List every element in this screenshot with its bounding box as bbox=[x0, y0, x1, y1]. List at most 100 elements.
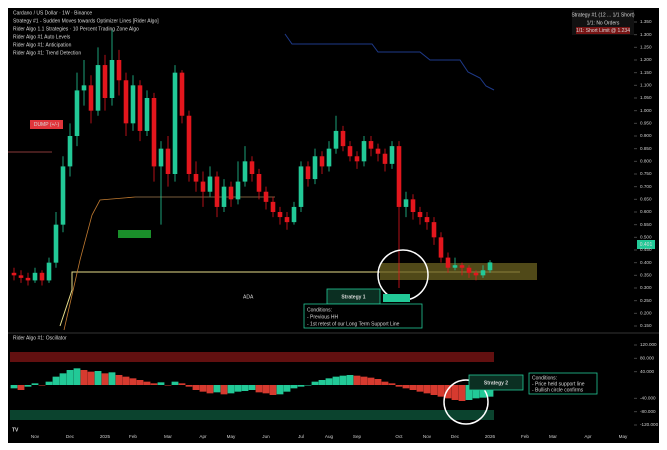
candle-body bbox=[193, 174, 199, 182]
x-tick-label: Dec bbox=[451, 434, 460, 439]
candle-body bbox=[438, 237, 444, 258]
bar bbox=[80, 370, 88, 385]
x-tick-label: Aug bbox=[325, 434, 334, 439]
y-tick-label: 1.200 bbox=[640, 57, 652, 62]
y-tick-label: 0.450 bbox=[640, 247, 652, 252]
y-tick-label: 1.150 bbox=[640, 70, 652, 75]
y-tick-label: 1.350 bbox=[640, 19, 652, 24]
conditions-box bbox=[303, 303, 423, 329]
y-tick-label: 0.300 bbox=[640, 285, 652, 290]
indicator-label: Rider Algo #1: Anticipation bbox=[13, 42, 72, 48]
x-tick-label: Sep bbox=[353, 434, 362, 439]
candle-body bbox=[298, 166, 304, 207]
bar bbox=[178, 383, 186, 385]
candle-body bbox=[368, 141, 374, 149]
bar bbox=[430, 385, 438, 395]
oscillator-title: Rider Algo #1: Oscillator bbox=[13, 335, 67, 341]
bar bbox=[171, 381, 179, 385]
bar bbox=[346, 375, 354, 385]
bar bbox=[129, 378, 137, 385]
bar bbox=[423, 385, 431, 394]
candle-body bbox=[403, 199, 409, 207]
bar bbox=[31, 383, 39, 385]
condition: - Price held support line bbox=[532, 381, 585, 387]
candle-body bbox=[389, 146, 395, 164]
y-tick-label: 0.700 bbox=[640, 184, 652, 189]
candle-body bbox=[333, 130, 339, 149]
bar bbox=[234, 385, 242, 392]
bar bbox=[437, 385, 445, 397]
candle-body bbox=[46, 262, 52, 281]
candle-body bbox=[291, 206, 297, 223]
x-tick-label: Feb bbox=[521, 434, 529, 439]
bar bbox=[143, 381, 151, 385]
bar bbox=[73, 368, 81, 385]
bar bbox=[255, 385, 263, 393]
candle-body bbox=[18, 275, 24, 278]
price-tag-label: 0.401 bbox=[640, 242, 653, 248]
candle-body bbox=[228, 186, 234, 200]
y-tick-label: 0.250 bbox=[640, 298, 652, 303]
indicator-label: Rider Algo #1: Trend Detection bbox=[13, 50, 81, 56]
candle-body bbox=[109, 60, 115, 98]
x-tick-label: Oct bbox=[395, 434, 403, 439]
bar bbox=[87, 371, 95, 385]
candle-body bbox=[67, 136, 73, 167]
x-tick-label: Nov bbox=[31, 434, 40, 439]
bar bbox=[402, 385, 410, 389]
y-tick-label: 0.350 bbox=[640, 273, 652, 278]
candle-body bbox=[326, 148, 332, 167]
marks bbox=[10, 29, 494, 401]
candle-body bbox=[445, 257, 451, 268]
logo: TV bbox=[12, 427, 19, 433]
bar bbox=[17, 385, 25, 390]
bar bbox=[192, 385, 200, 390]
candle-body bbox=[137, 85, 143, 131]
panel-order: 1/1: Short Limit @ 1.234 bbox=[576, 28, 630, 34]
bar bbox=[304, 385, 312, 386]
bar bbox=[339, 375, 347, 385]
bar bbox=[472, 385, 480, 399]
bar bbox=[262, 385, 270, 394]
candle-body bbox=[179, 72, 185, 116]
candle-body bbox=[312, 156, 318, 180]
candle-body bbox=[32, 272, 38, 281]
condition: - 1st retest of our Long Term Support Li… bbox=[307, 321, 400, 327]
strategy-button bbox=[383, 294, 410, 302]
candle-body bbox=[284, 217, 290, 223]
candle-body bbox=[424, 217, 430, 223]
candle-body bbox=[256, 174, 262, 192]
support-zone bbox=[380, 263, 537, 280]
condition: - Previous HH bbox=[307, 314, 339, 320]
y-tick-label: 120.000 bbox=[640, 342, 657, 347]
candle-body bbox=[74, 90, 80, 136]
y-tick-label: 0.400 bbox=[640, 260, 652, 265]
symbol-label: ADA bbox=[243, 294, 254, 300]
conditions-label: Conditions: bbox=[307, 307, 332, 313]
candle-body bbox=[123, 80, 129, 124]
x-tick-label: May bbox=[227, 434, 236, 439]
bar bbox=[213, 385, 221, 393]
y-tick-label: 1.000 bbox=[640, 108, 652, 113]
candle-body bbox=[116, 60, 122, 81]
candle-body bbox=[340, 130, 346, 147]
conditions-box bbox=[528, 372, 598, 395]
conditions-label: Conditions: bbox=[532, 375, 557, 381]
strategy-title: Strategy 2 bbox=[484, 380, 508, 386]
bar bbox=[45, 381, 53, 385]
candle-body bbox=[186, 115, 192, 174]
bar bbox=[374, 379, 382, 385]
bar bbox=[360, 376, 368, 385]
candle-body bbox=[466, 267, 472, 273]
x-tick-label: Apr bbox=[584, 434, 592, 439]
candle-body bbox=[473, 272, 479, 276]
overbought-band bbox=[10, 352, 494, 362]
x-tick-label: May bbox=[619, 434, 628, 439]
candle-body bbox=[382, 153, 388, 164]
bar bbox=[297, 385, 305, 387]
y-tick-label: 1.300 bbox=[640, 32, 652, 37]
candle-body bbox=[480, 270, 486, 276]
candle-body bbox=[88, 85, 94, 111]
dump-label: DUMP (+/-) bbox=[34, 122, 60, 128]
